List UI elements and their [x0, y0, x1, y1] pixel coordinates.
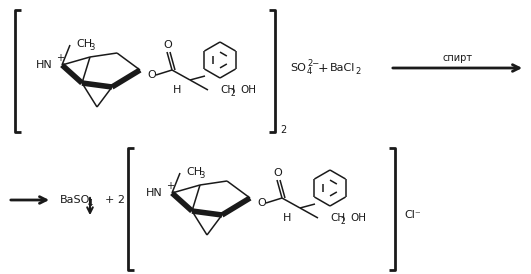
- Text: O: O: [164, 40, 173, 50]
- Text: CH: CH: [76, 39, 92, 49]
- Text: 2−: 2−: [307, 59, 319, 67]
- Text: 2: 2: [230, 90, 235, 98]
- Text: H: H: [173, 85, 181, 95]
- Text: HN: HN: [146, 188, 163, 198]
- Text: OH: OH: [240, 85, 256, 95]
- Text: SO: SO: [290, 63, 306, 73]
- Text: 4: 4: [307, 67, 312, 76]
- Text: +: +: [318, 61, 329, 75]
- Text: CH: CH: [186, 167, 202, 177]
- Text: BaCl: BaCl: [330, 63, 355, 73]
- Text: спирт: спирт: [442, 53, 473, 63]
- Text: 3: 3: [199, 172, 204, 181]
- Text: CH: CH: [330, 213, 345, 223]
- Text: +: +: [166, 181, 174, 191]
- Text: 2: 2: [280, 125, 286, 135]
- Text: 4: 4: [88, 199, 93, 209]
- Text: Cl⁻: Cl⁻: [405, 210, 422, 220]
- Text: +: +: [56, 53, 64, 63]
- Text: H: H: [283, 213, 291, 223]
- Text: + 2: + 2: [105, 195, 125, 205]
- Text: O: O: [273, 168, 282, 178]
- Text: 3: 3: [89, 44, 95, 53]
- Text: OH: OH: [350, 213, 366, 223]
- Text: 2: 2: [355, 67, 360, 76]
- Text: 2: 2: [340, 218, 345, 227]
- Text: CH: CH: [220, 85, 235, 95]
- Text: O: O: [258, 198, 267, 208]
- Text: BaSO: BaSO: [60, 195, 90, 205]
- Text: O: O: [148, 70, 156, 80]
- Text: HN: HN: [36, 60, 53, 70]
